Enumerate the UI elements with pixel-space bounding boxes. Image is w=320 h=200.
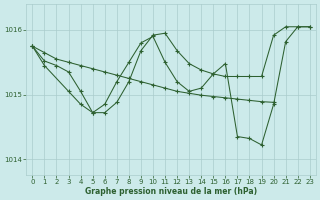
X-axis label: Graphe pression niveau de la mer (hPa): Graphe pression niveau de la mer (hPa) xyxy=(85,187,257,196)
